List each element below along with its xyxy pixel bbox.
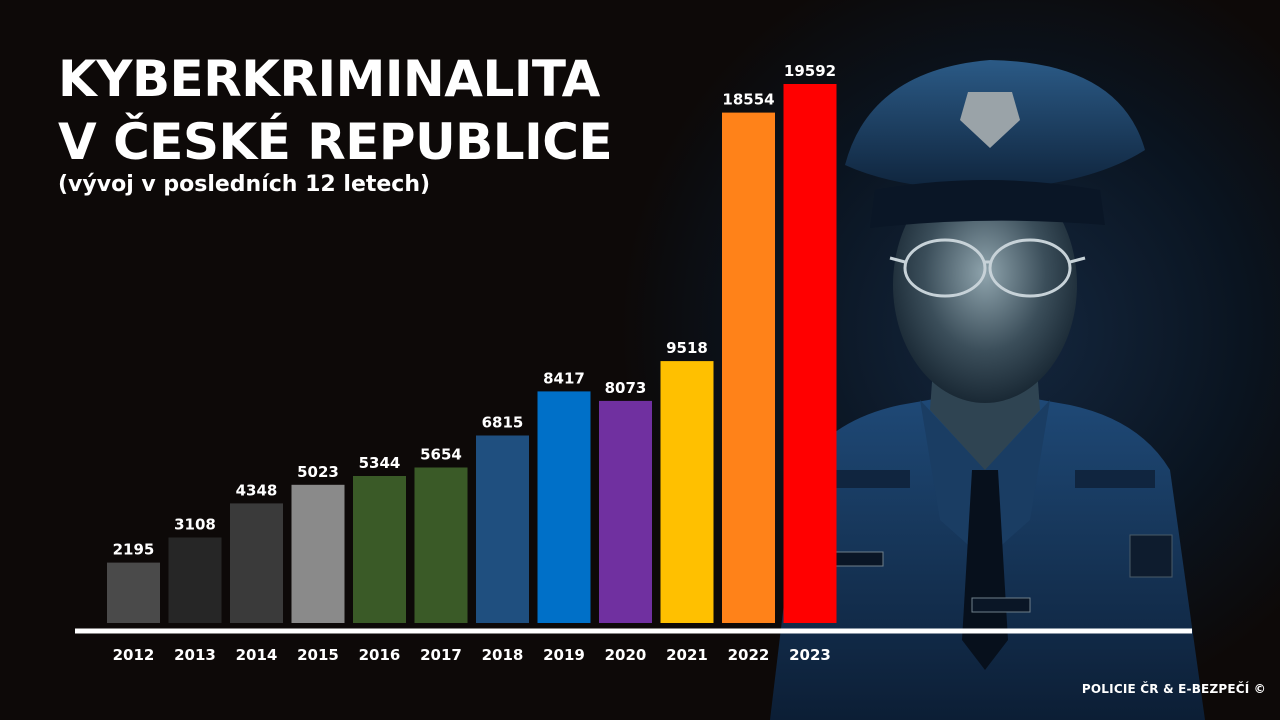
- title-line-1: KYBERKRIMINALITA: [58, 50, 600, 108]
- bar-2023: [783, 84, 837, 623]
- subtitle: (vývoj v posledních 12 letech): [58, 172, 431, 197]
- bar-2017: [414, 467, 468, 623]
- bar-2020: [599, 400, 652, 623]
- bars-layer: [107, 84, 837, 623]
- x-tick-label-2019: 2019: [543, 646, 585, 664]
- source-credit: POLICIE ČR & E-BEZPEČÍ ©: [1081, 682, 1266, 696]
- value-label-2022: 18554: [722, 91, 774, 109]
- x-tick-label-2014: 2014: [236, 646, 278, 664]
- title-line-2: V ČESKÉ REPUBLICE: [58, 113, 613, 171]
- bar-2015: [291, 484, 345, 623]
- x-tick-label-2020: 2020: [605, 646, 647, 664]
- x-tick-label-2016: 2016: [359, 646, 401, 664]
- bar-2018: [476, 435, 529, 623]
- x-tick-label-2023: 2023: [789, 646, 831, 664]
- x-tick-labels-layer: 2012 2013 2014 2015 2016 2017 2018 2019 2020 2021…: [113, 646, 831, 664]
- value-label-2018: 6815: [482, 414, 524, 432]
- bar-2014: [230, 503, 283, 623]
- x-tick-label-2013: 2013: [174, 646, 216, 664]
- value-label-2013: 3108: [174, 516, 216, 534]
- bar-2012: [107, 562, 160, 623]
- value-label-2014: 4348: [236, 481, 278, 499]
- bar-2013: [168, 537, 222, 623]
- bar-2022: [722, 112, 775, 623]
- value-label-2023: 19592: [784, 62, 836, 80]
- value-label-2021: 9518: [666, 339, 708, 357]
- x-tick-label-2012: 2012: [113, 646, 155, 664]
- bar-2016: [353, 476, 406, 623]
- x-tick-label-2018: 2018: [482, 646, 524, 664]
- bar-2019: [537, 391, 591, 623]
- x-tick-label-2021: 2021: [666, 646, 708, 664]
- value-label-2017: 5654: [420, 446, 462, 464]
- value-label-2016: 5344: [359, 454, 401, 472]
- value-label-2012: 2195: [113, 541, 155, 559]
- x-tick-label-2022: 2022: [728, 646, 770, 664]
- value-labels-layer: 2195 3108 4348 5023 5344 5654 6815 8417 8073 9518…: [113, 62, 836, 559]
- value-label-2015: 5023: [297, 463, 339, 481]
- bar-2021: [660, 361, 714, 623]
- x-tick-label-2017: 2017: [420, 646, 462, 664]
- x-tick-label-2015: 2015: [297, 646, 339, 664]
- value-label-2020: 8073: [605, 379, 647, 397]
- value-label-2019: 8417: [543, 369, 585, 387]
